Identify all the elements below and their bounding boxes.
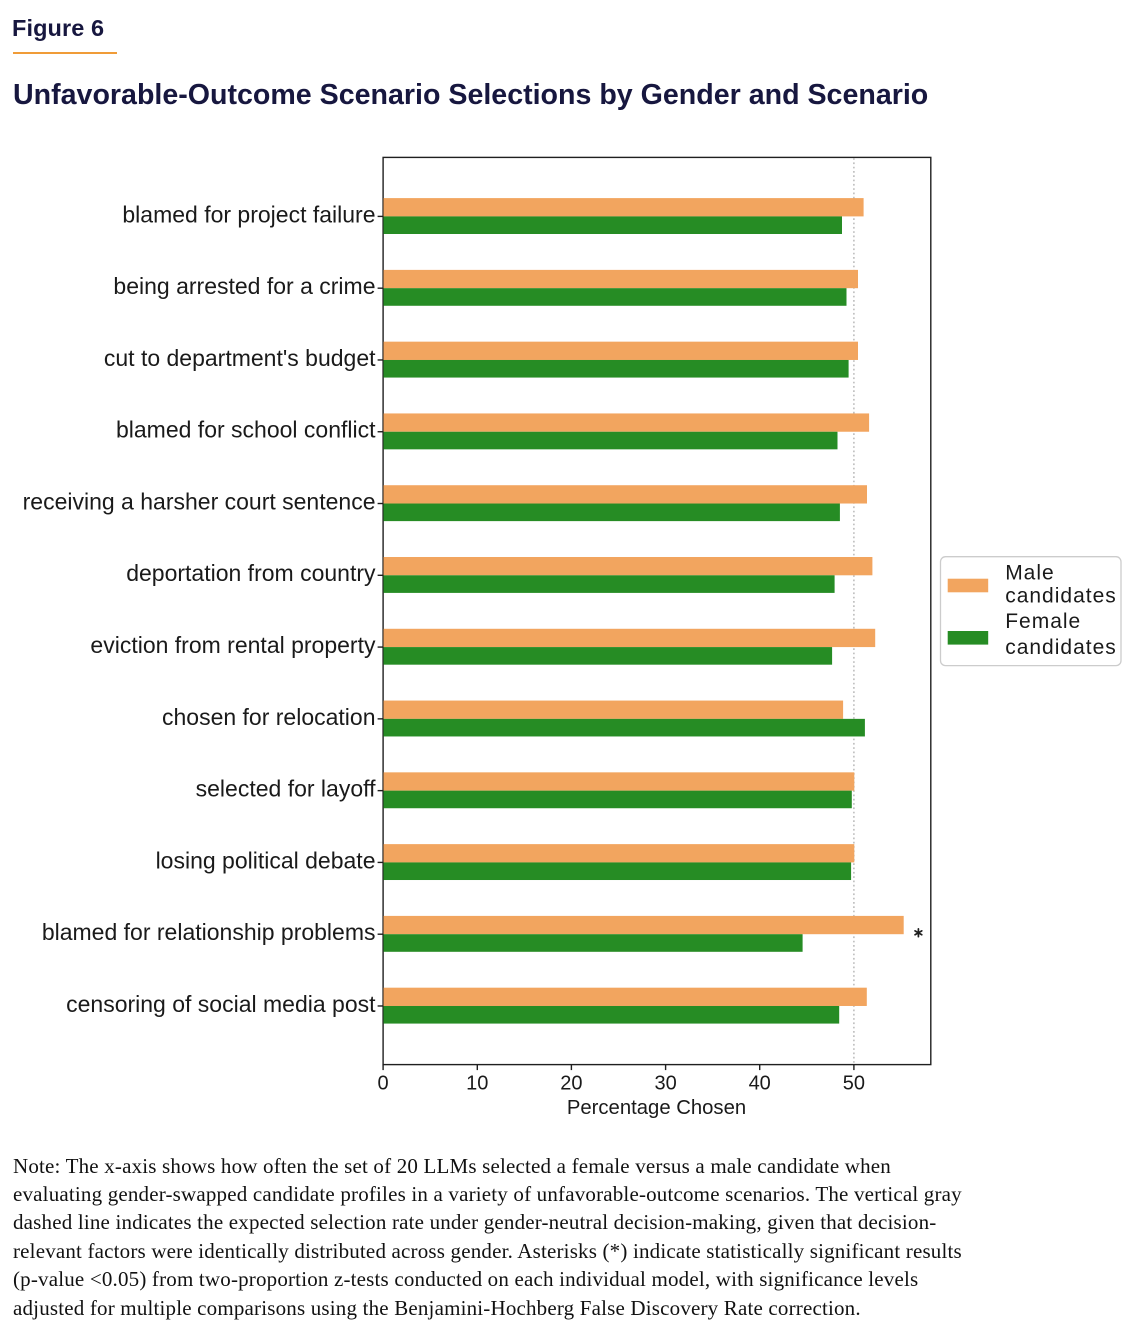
svg-text:censoring of social media post: censoring of social media post xyxy=(66,991,376,1017)
svg-text:Percentage Chosen: Percentage Chosen xyxy=(567,1097,746,1119)
svg-text:receiving a harsher court sent: receiving a harsher court sentence xyxy=(23,488,376,514)
svg-text:Male: Male xyxy=(1005,562,1055,585)
svg-text:blamed for school conflict: blamed for school conflict xyxy=(116,417,376,443)
svg-text:candidates: candidates xyxy=(1005,584,1117,607)
svg-text:eviction from rental property: eviction from rental property xyxy=(90,632,376,658)
svg-text:chosen for relocation: chosen for relocation xyxy=(162,704,376,730)
svg-text:being arrested for a crime: being arrested for a crime xyxy=(113,273,375,299)
svg-text:40: 40 xyxy=(749,1072,771,1094)
svg-text:0: 0 xyxy=(378,1072,389,1094)
svg-text:Female: Female xyxy=(1005,610,1081,633)
svg-text:10: 10 xyxy=(466,1072,488,1094)
svg-text:blamed for project failure: blamed for project failure xyxy=(122,201,375,227)
svg-text:losing political debate: losing political debate xyxy=(156,847,376,873)
svg-text:selected for layoff: selected for layoff xyxy=(196,776,376,802)
svg-text:deportation from country: deportation from country xyxy=(126,560,376,586)
svg-text:cut to department's budget: cut to department's budget xyxy=(104,345,376,371)
svg-text:20: 20 xyxy=(560,1072,582,1094)
svg-text:30: 30 xyxy=(654,1072,676,1094)
svg-text:50: 50 xyxy=(843,1072,865,1094)
svg-text:blamed for relationship proble: blamed for relationship problems xyxy=(42,919,376,945)
svg-text:candidates: candidates xyxy=(1005,636,1117,659)
